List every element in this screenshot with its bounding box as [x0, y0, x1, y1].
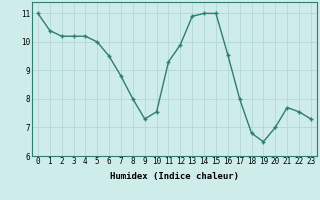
X-axis label: Humidex (Indice chaleur): Humidex (Indice chaleur)	[110, 172, 239, 181]
